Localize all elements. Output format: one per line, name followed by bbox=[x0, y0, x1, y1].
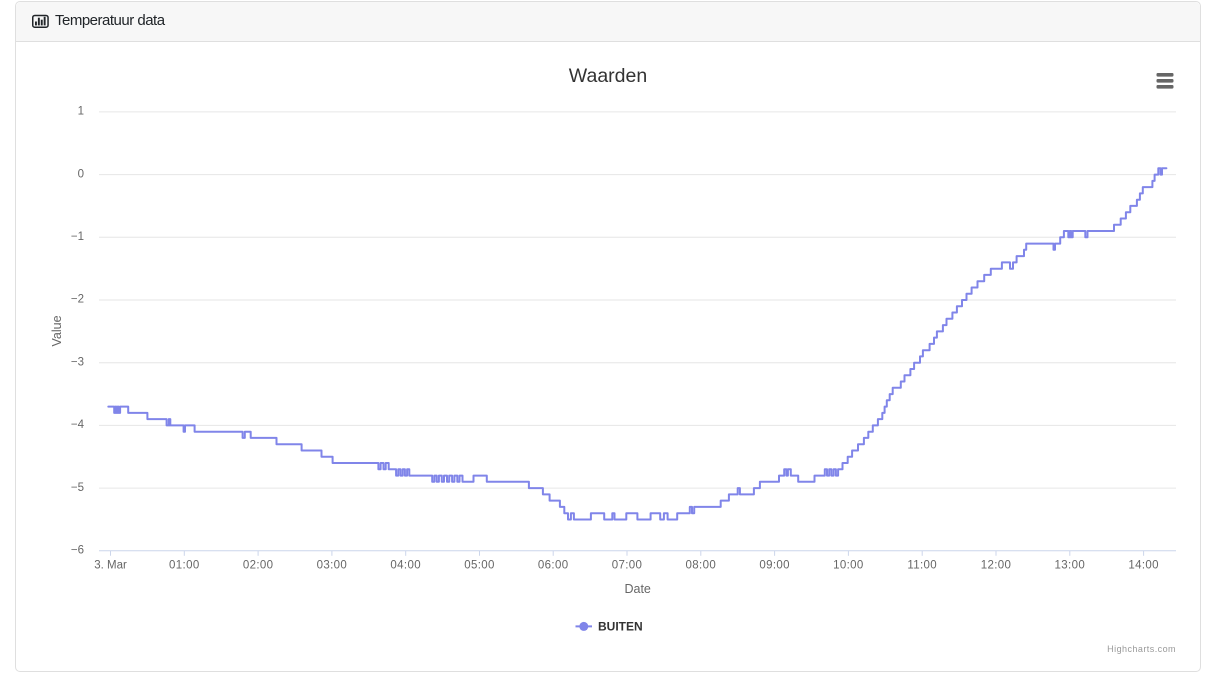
svg-text:02:00: 02:00 bbox=[243, 560, 274, 572]
svg-text:09:00: 09:00 bbox=[759, 560, 790, 572]
svg-text:01:00: 01:00 bbox=[169, 560, 200, 572]
svg-text:1: 1 bbox=[78, 106, 84, 118]
svg-text:08:00: 08:00 bbox=[686, 560, 717, 572]
svg-text:−1: −1 bbox=[71, 231, 84, 243]
svg-text:06:00: 06:00 bbox=[538, 560, 569, 572]
svg-text:−4: −4 bbox=[71, 419, 85, 431]
svg-text:Highcharts.com: Highcharts.com bbox=[1107, 644, 1176, 654]
svg-text:07:00: 07:00 bbox=[612, 560, 643, 572]
svg-text:03:00: 03:00 bbox=[317, 560, 348, 572]
svg-text:05:00: 05:00 bbox=[464, 560, 495, 572]
svg-text:14:00: 14:00 bbox=[1128, 560, 1159, 572]
svg-text:Date: Date bbox=[624, 582, 650, 596]
svg-text:Value: Value bbox=[50, 315, 64, 346]
svg-text:11:00: 11:00 bbox=[907, 560, 937, 572]
svg-text:3. Mar: 3. Mar bbox=[94, 560, 127, 572]
svg-text:−2: −2 bbox=[71, 294, 84, 306]
svg-text:12:00: 12:00 bbox=[981, 560, 1012, 572]
svg-text:Waarden: Waarden bbox=[569, 65, 647, 87]
svg-text:−5: −5 bbox=[71, 482, 84, 494]
svg-text:13:00: 13:00 bbox=[1055, 560, 1086, 572]
svg-text:04:00: 04:00 bbox=[390, 560, 421, 572]
svg-text:10:00: 10:00 bbox=[833, 560, 864, 572]
svg-text:0: 0 bbox=[78, 168, 84, 180]
svg-text:BUITEN: BUITEN bbox=[598, 620, 643, 634]
svg-text:−3: −3 bbox=[71, 356, 84, 368]
svg-text:−6: −6 bbox=[71, 545, 84, 557]
